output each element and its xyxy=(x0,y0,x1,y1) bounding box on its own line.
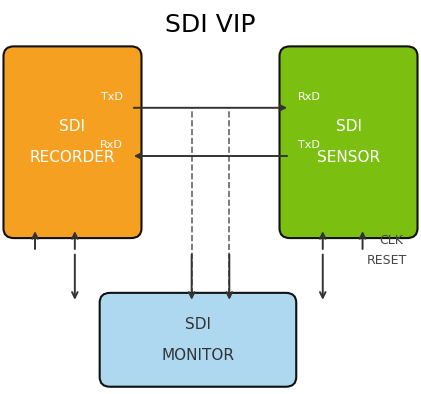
FancyBboxPatch shape xyxy=(3,46,141,238)
FancyBboxPatch shape xyxy=(280,46,418,238)
Text: RxD: RxD xyxy=(298,92,321,102)
Text: SENSOR: SENSOR xyxy=(317,151,380,165)
Text: SDI VIP: SDI VIP xyxy=(165,13,256,37)
FancyBboxPatch shape xyxy=(100,293,296,387)
Text: CLK: CLK xyxy=(379,234,403,247)
Text: MONITOR: MONITOR xyxy=(161,348,234,363)
Text: SDI: SDI xyxy=(59,119,85,134)
Text: RESET: RESET xyxy=(367,254,407,267)
Text: TxD: TxD xyxy=(298,140,320,150)
Text: TxD: TxD xyxy=(101,92,123,102)
Text: SDI: SDI xyxy=(336,119,362,134)
Text: RxD: RxD xyxy=(100,140,123,150)
Text: SDI: SDI xyxy=(185,317,211,332)
Text: RECORDER: RECORDER xyxy=(30,151,115,165)
